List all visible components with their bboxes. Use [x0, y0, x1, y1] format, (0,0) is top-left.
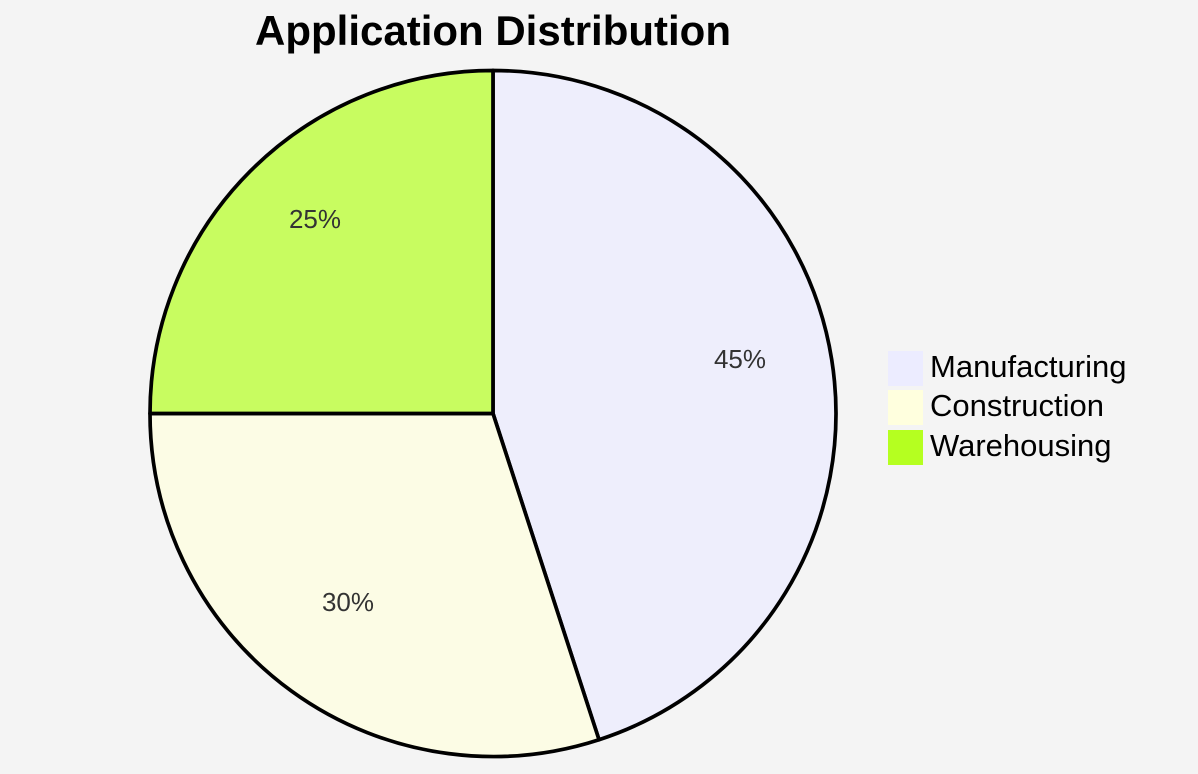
svg-text:Warehousing: Warehousing: [930, 428, 1112, 463]
svg-text:Manufacturing: Manufacturing: [930, 349, 1126, 384]
svg-text:30%: 30%: [322, 587, 374, 617]
svg-text:25%: 25%: [289, 204, 341, 234]
svg-text:Application Distribution: Application Distribution: [255, 7, 731, 54]
svg-text:45%: 45%: [714, 344, 766, 374]
svg-text:Construction: Construction: [930, 388, 1104, 423]
